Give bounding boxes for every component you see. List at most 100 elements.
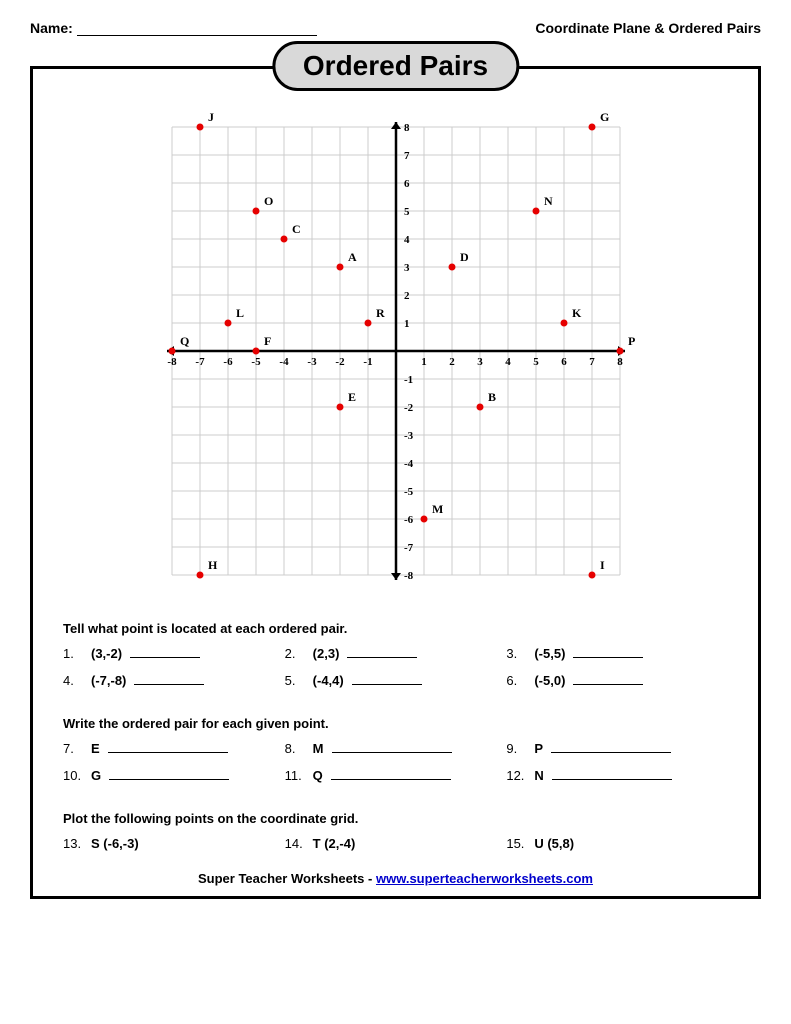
svg-text:3: 3 <box>477 356 483 368</box>
question-number: 2. <box>285 646 305 661</box>
svg-text:R: R <box>376 306 385 320</box>
section2-questions: 7. E 8.M9.P 10.G11. Q 12. N <box>33 735 758 789</box>
question-item: 12. N <box>506 768 728 783</box>
question-point: N <box>534 768 543 783</box>
svg-text:-5: -5 <box>404 486 414 498</box>
svg-text:C: C <box>292 222 301 236</box>
question-point: P <box>534 741 543 756</box>
answer-blank[interactable] <box>331 779 451 780</box>
svg-text:E: E <box>348 390 356 404</box>
svg-text:M: M <box>432 502 443 516</box>
name-label: Name: <box>30 20 73 36</box>
question-item: 4. (-7,-8) <box>63 673 285 688</box>
question-number: 5. <box>285 673 305 688</box>
question-item: 15.U (5,8) <box>506 836 728 851</box>
svg-text:-8: -8 <box>167 356 177 368</box>
question-number: 3. <box>506 646 526 661</box>
coordinate-grid: -8-7-6-5-4-3-2-112345678-8-7-6-5-4-3-2-1… <box>154 109 638 593</box>
svg-text:6: 6 <box>561 356 567 368</box>
question-item: 13.S (-6,-3) <box>63 836 285 851</box>
question-pair: (-5,5) <box>534 646 565 661</box>
question-item: 14.T (2,-4) <box>285 836 507 851</box>
answer-blank[interactable] <box>109 779 229 780</box>
question-number: 10. <box>63 768 83 783</box>
section3-title: Plot the following points on the coordin… <box>33 803 758 830</box>
coordinate-grid-container: -8-7-6-5-4-3-2-112345678-8-7-6-5-4-3-2-1… <box>33 109 758 593</box>
answer-blank[interactable] <box>130 657 200 658</box>
question-item: 6.(-5,0) <box>506 673 728 688</box>
svg-text:-7: -7 <box>404 542 414 554</box>
section1-questions: 1.(3,-2)2.(2,3)3.(-5,5)4.(-7,-8)5.(-4,4)… <box>33 640 758 694</box>
question-number: 14. <box>285 836 305 851</box>
footer-text: Super Teacher Worksheets - <box>198 871 376 886</box>
question-point-pair: U (5,8) <box>534 836 574 851</box>
question-pair: (-7,-8) <box>91 673 126 688</box>
footer: Super Teacher Worksheets - www.superteac… <box>33 871 758 886</box>
question-point: Q <box>313 768 323 783</box>
question-number: 7. <box>63 741 83 756</box>
svg-text:-3: -3 <box>404 430 414 442</box>
name-section: Name: <box>30 20 317 36</box>
svg-text:Q: Q <box>180 334 189 348</box>
svg-text:O: O <box>264 194 273 208</box>
answer-blank[interactable] <box>352 684 422 685</box>
footer-link[interactable]: www.superteacherworksheets.com <box>376 871 593 886</box>
question-item: 11. Q <box>285 768 507 783</box>
question-item: 8.M <box>285 741 507 756</box>
svg-text:H: H <box>208 558 218 572</box>
question-item: 9.P <box>506 741 728 756</box>
svg-text:N: N <box>544 194 553 208</box>
svg-text:-6: -6 <box>404 514 414 526</box>
svg-text:I: I <box>600 558 605 572</box>
svg-text:4: 4 <box>505 356 511 368</box>
answer-blank[interactable] <box>108 752 228 753</box>
svg-text:-4: -4 <box>404 458 414 470</box>
question-pair: (-5,0) <box>534 673 565 688</box>
svg-text:2: 2 <box>404 290 410 302</box>
answer-blank[interactable] <box>551 752 671 753</box>
question-point-pair: S (-6,-3) <box>91 836 139 851</box>
answer-blank[interactable] <box>552 779 672 780</box>
answer-blank[interactable] <box>134 684 204 685</box>
svg-text:5: 5 <box>533 356 539 368</box>
svg-text:-4: -4 <box>279 356 289 368</box>
section3-questions: 13.S (-6,-3)14.T (2,-4)15.U (5,8) <box>33 830 758 857</box>
question-item: 3. (-5,5) <box>506 646 728 661</box>
svg-text:A: A <box>348 250 357 264</box>
answer-blank[interactable] <box>573 684 643 685</box>
question-item: 2. (2,3) <box>285 646 507 661</box>
question-point: E <box>91 741 100 756</box>
worksheet-box: Ordered Pairs -8-7-6-5-4-3-2-112345678-8… <box>30 66 761 899</box>
header-title: Coordinate Plane & Ordered Pairs <box>535 20 761 36</box>
svg-text:8: 8 <box>617 356 623 368</box>
question-pair: (2,3) <box>313 646 340 661</box>
svg-text:5: 5 <box>404 206 410 218</box>
svg-text:1: 1 <box>404 318 410 330</box>
svg-text:L: L <box>236 306 244 320</box>
title-pill: Ordered Pairs <box>272 41 519 91</box>
question-number: 11. <box>285 768 305 783</box>
name-blank-line[interactable] <box>77 35 317 36</box>
svg-text:P: P <box>628 334 635 348</box>
svg-text:8: 8 <box>404 122 410 134</box>
svg-text:G: G <box>600 110 609 124</box>
svg-text:-8: -8 <box>404 570 414 582</box>
answer-blank[interactable] <box>573 657 643 658</box>
question-item: 5. (-4,4) <box>285 673 507 688</box>
svg-text:B: B <box>488 390 496 404</box>
question-pair: (-4,4) <box>313 673 344 688</box>
header-row: Name: Coordinate Plane & Ordered Pairs <box>30 20 761 36</box>
question-number: 4. <box>63 673 83 688</box>
question-pair: (3,-2) <box>91 646 122 661</box>
svg-text:K: K <box>572 306 582 320</box>
section1-title: Tell what point is located at each order… <box>33 613 758 640</box>
question-item: 7. E <box>63 741 285 756</box>
answer-blank[interactable] <box>347 657 417 658</box>
question-item: 10.G <box>63 768 285 783</box>
question-number: 12. <box>506 768 526 783</box>
svg-text:D: D <box>460 250 469 264</box>
svg-text:-5: -5 <box>251 356 261 368</box>
answer-blank[interactable] <box>332 752 452 753</box>
svg-text:3: 3 <box>404 262 410 274</box>
svg-text:J: J <box>208 110 214 124</box>
